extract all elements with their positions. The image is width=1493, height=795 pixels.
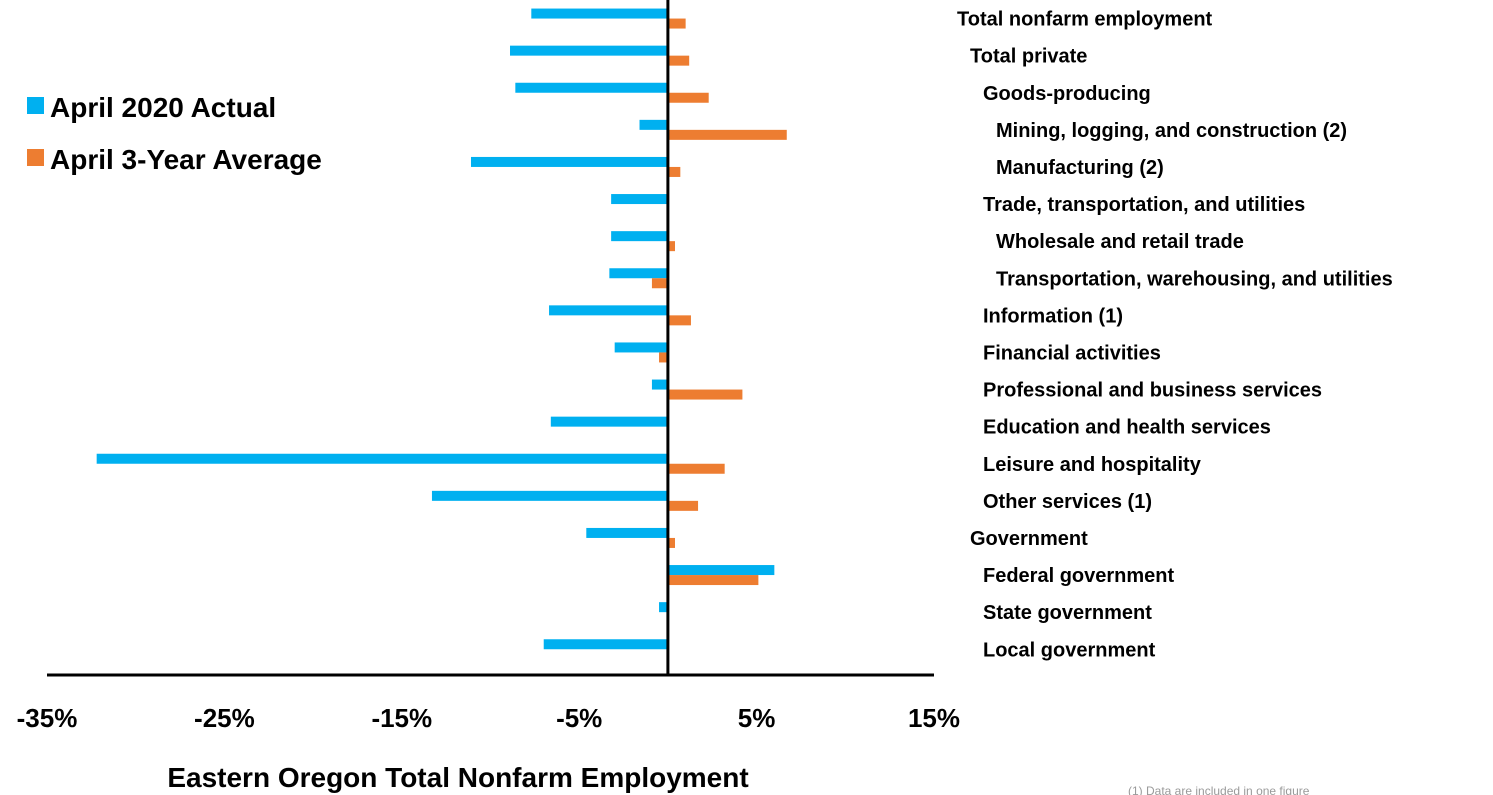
bar-april-2020-actual-state-government [659, 602, 668, 613]
x-tick-label: -35% [17, 703, 78, 733]
x-tick-label: -25% [194, 703, 255, 733]
bar-april-2020-actual-government [586, 527, 668, 538]
bar-april-3-year-average-total-nonfarm-employment [667, 18, 686, 29]
category-label-manufacturing-2: Manufacturing (2) [996, 157, 1164, 179]
bar-april-2020-actual-goods-producing [515, 82, 668, 93]
bar-april-2020-actual-manufacturing-2 [470, 156, 668, 167]
bar-april-3-year-average-professional-and-business-services [667, 389, 743, 400]
category-label-leisure-and-hospitality: Leisure and hospitality [983, 454, 1202, 476]
bar-april-3-year-average-wholesale-and-retail-trade [667, 241, 675, 252]
bar-april-2020-actual-total-nonfarm-employment [531, 8, 668, 19]
category-label-financial-activities: Financial activities [983, 342, 1161, 364]
bar-april-2020-actual-local-government [543, 639, 668, 650]
category-label-wholesale-and-retail-trade: Wholesale and retail trade [996, 231, 1244, 253]
x-tick-label: 5% [738, 703, 776, 733]
bar-april-3-year-average-financial-activities [659, 352, 668, 363]
bars-group [96, 8, 787, 650]
bar-april-2020-actual-leisure-and-hospitality [96, 453, 668, 464]
bar-april-2020-actual-information-1 [549, 305, 668, 316]
bar-april-2020-actual-transportation-warehousing-and-utilities [609, 268, 668, 279]
x-tick-labels: -35% -25% -15% -5% 5% 15% [17, 703, 960, 733]
bar-april-2020-actual-wholesale-and-retail-trade [611, 231, 668, 242]
bar-april-2020-actual-other-services-1 [431, 490, 668, 501]
category-label-trade-transportation-and-utilities: Trade, transportation, and utilities [983, 194, 1305, 216]
bar-april-3-year-average-government [667, 537, 675, 548]
x-tick-label: -5% [556, 703, 602, 733]
legend-swatch-april-2020-actual [27, 97, 44, 114]
category-label-transportation-warehousing-and-utilities: Transportation, warehousing, and utiliti… [996, 268, 1393, 290]
category-label-total-nonfarm-employment: Total nonfarm employment [957, 9, 1213, 31]
category-label-other-services-1: Other services (1) [983, 491, 1152, 513]
bar-april-2020-actual-education-and-health-services [550, 416, 668, 427]
category-label-goods-producing: Goods-producing [983, 83, 1151, 105]
bar-april-2020-actual-financial-activities [614, 342, 668, 353]
category-label-professional-and-business-services: Professional and business services [983, 380, 1322, 402]
category-label-mining-logging-and-construction-2: Mining, logging, and construction (2) [996, 120, 1347, 142]
chart-title: Eastern Oregon Total Nonfarm Employment [167, 762, 748, 793]
chart-footnote: (1) Data are included in one figure [1128, 784, 1310, 795]
category-label-information-1: Information (1) [983, 305, 1123, 327]
category-label-government: Government [970, 528, 1088, 550]
bar-april-2020-actual-professional-and-business-services [651, 379, 668, 390]
bar-april-2020-actual-mining-logging-and-construction-2 [639, 119, 668, 130]
x-tick-label: -15% [371, 703, 432, 733]
category-label-local-government: Local government [983, 639, 1156, 661]
category-label-education-and-health-services: Education and health services [983, 417, 1271, 439]
legend-label-april-2020-actual: April 2020 Actual [50, 92, 276, 123]
x-tick-label: 15% [908, 703, 960, 733]
category-label-federal-government: Federal government [983, 565, 1175, 587]
bar-april-3-year-average-manufacturing-2 [667, 166, 681, 177]
bar-april-3-year-average-leisure-and-hospitality [667, 463, 725, 474]
bar-april-2020-actual-federal-government [667, 565, 775, 576]
category-labels: Total nonfarm employment Total private Goo… [957, 9, 1393, 662]
legend-swatch-april-3-year-average [27, 149, 44, 166]
bar-april-2020-actual-total-private [510, 45, 668, 56]
legend: April 2020 Actual April 3-Year Average [27, 92, 322, 175]
legend-label-april-3-year-average: April 3-Year Average [50, 144, 322, 175]
bar-april-3-year-average-transportation-warehousing-and-utilities [651, 278, 668, 289]
bar-april-3-year-average-total-private [667, 55, 690, 66]
bar-april-3-year-average-information-1 [667, 315, 691, 326]
category-label-total-private: Total private [970, 46, 1087, 68]
bar-april-3-year-average-other-services-1 [667, 500, 699, 511]
bar-april-2020-actual-trade-transportation-and-utilities [611, 194, 668, 205]
bar-april-3-year-average-goods-producing [667, 92, 709, 103]
bar-april-3-year-average-federal-government [667, 575, 759, 586]
category-label-state-government: State government [983, 602, 1152, 624]
bar-april-3-year-average-mining-logging-and-construction-2 [667, 129, 787, 140]
